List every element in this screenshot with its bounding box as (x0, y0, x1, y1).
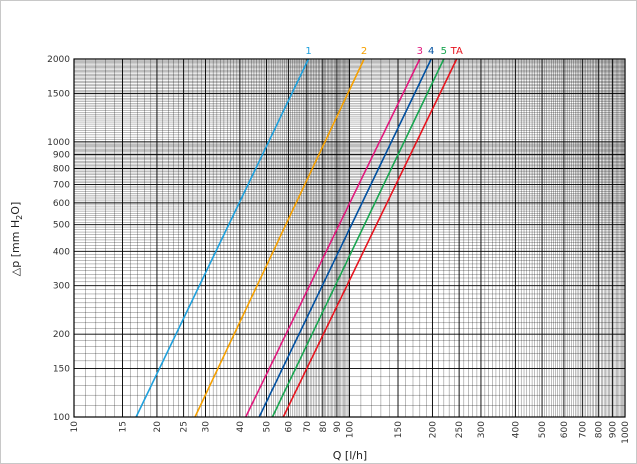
series-label-ta: TA (450, 46, 463, 57)
x-tick-label: 30 (201, 421, 211, 433)
y-tick-label: 600 (53, 199, 70, 209)
series-label-1: 1 (305, 46, 311, 57)
y-axis-title: △p [mm H2O] (9, 202, 24, 276)
x-tick-label: 40 (236, 421, 246, 433)
y-axis-title-subscript: 2 (15, 215, 24, 220)
x-tick-label: 300 (477, 421, 487, 438)
x-tick-label: 50 (263, 421, 273, 433)
series-labels: 1 2 3 4 5 TA (305, 46, 463, 57)
series-line-ta (282, 58, 458, 418)
series-label-3: 3 (417, 46, 423, 57)
y-tick-label: 900 (53, 150, 70, 160)
y-tick-labels: 100 150 200 300 400 500 600 700 800 900 1000 1500 20… (47, 55, 70, 423)
y-axis-title-suffix: O] (9, 202, 22, 215)
series-lines (135, 58, 458, 418)
x-tick-label: 800 (594, 421, 604, 438)
x-tick-label: 90 (333, 421, 343, 433)
x-tick-label: 60 (284, 421, 294, 433)
x-tick-label: 500 (538, 421, 548, 438)
y-tick-label: 300 (53, 282, 70, 292)
series-line-5 (271, 58, 445, 418)
series-label-4: 4 (428, 46, 434, 57)
y-tick-label: 100 (53, 413, 70, 423)
series-label-5: 5 (441, 46, 447, 57)
y-axis-title-prefix: △p [mm H (9, 220, 22, 276)
x-axis-title: Q [l/h] (333, 449, 367, 462)
x-tick-label: 80 (319, 421, 329, 433)
y-tick-label: 1000 (47, 138, 70, 148)
x-tick-label: 600 (560, 421, 570, 438)
x-tick-label: 200 (428, 421, 438, 438)
x-tick-label: 10 (70, 421, 80, 433)
series-line-2 (194, 58, 365, 418)
x-tick-label: 20 (153, 421, 163, 433)
y-tick-label: 150 (53, 365, 70, 375)
x-tick-labels: 10 15 20 25 30 40 50 60 70 80 90 100 150 200 250 300 400… (70, 421, 631, 444)
x-tick-label: 400 (511, 421, 521, 438)
series-label-2: 2 (361, 46, 367, 57)
y-tick-label: 2000 (47, 55, 70, 65)
x-tick-label: 100 (346, 421, 356, 438)
x-tick-label: 250 (455, 421, 465, 438)
series-line-3 (244, 58, 421, 418)
plot-border (73, 58, 626, 418)
series-line-4 (258, 58, 432, 418)
x-tick-label: 150 (394, 421, 404, 438)
y-tick-label: 400 (53, 247, 70, 257)
x-tick-label: 25 (180, 421, 190, 432)
series-line-1 (135, 58, 310, 418)
y-tick-label: 700 (53, 180, 70, 190)
x-tick-label: 15 (119, 421, 129, 432)
y-tick-label: 800 (53, 164, 70, 174)
y-tick-label: 1500 (47, 89, 70, 99)
x-tick-label: 70 (303, 421, 313, 433)
y-tick-label: 500 (53, 221, 70, 231)
x-tick-label: 900 (608, 421, 618, 438)
major-grid (73, 58, 626, 418)
x-tick-label: 700 (578, 421, 588, 438)
x-tick-label: 1000 (621, 421, 631, 444)
y-tick-label: 200 (53, 330, 70, 340)
